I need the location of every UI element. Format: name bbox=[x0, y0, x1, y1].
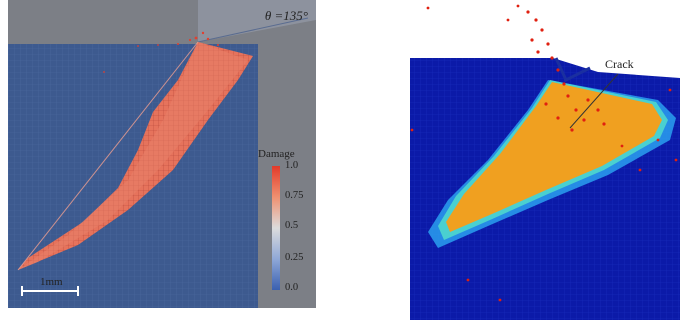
damage-simulation-panel: θ =135° Damage 1.0 0.75 0.5 0.25 0.0 1mm bbox=[8, 0, 316, 308]
crack-heatmap-panel: Crack bbox=[408, 0, 680, 320]
particle-cloud bbox=[410, 4, 678, 302]
colorbar bbox=[272, 166, 280, 290]
crack-heatmap-plot bbox=[408, 0, 680, 320]
colorbar-tick: 0.5 bbox=[285, 220, 299, 231]
damage-zone bbox=[446, 82, 662, 232]
colorbar-title: Damage bbox=[258, 148, 295, 160]
indenter bbox=[554, 57, 591, 83]
colorbar-tick: 0.25 bbox=[285, 252, 304, 263]
angle-label: θ =135° bbox=[264, 8, 308, 23]
crack-pointer bbox=[569, 73, 619, 129]
damage-field-plot bbox=[8, 0, 316, 308]
colorbar-tick: 0.0 bbox=[285, 282, 299, 293]
crack-label: Crack bbox=[605, 57, 634, 71]
scale-bar-label: 1mm bbox=[40, 276, 63, 288]
colorbar-tick: 1.0 bbox=[285, 160, 299, 171]
indenter bbox=[198, 0, 316, 42]
colorbar-tick: 0.75 bbox=[285, 190, 304, 201]
particles bbox=[103, 31, 219, 73]
